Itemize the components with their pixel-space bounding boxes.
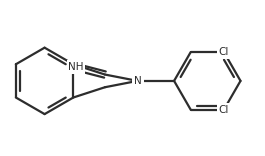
- Text: NH: NH: [68, 62, 84, 72]
- Text: Cl: Cl: [219, 47, 229, 57]
- Text: Cl: Cl: [219, 105, 229, 115]
- Text: N: N: [134, 76, 142, 86]
